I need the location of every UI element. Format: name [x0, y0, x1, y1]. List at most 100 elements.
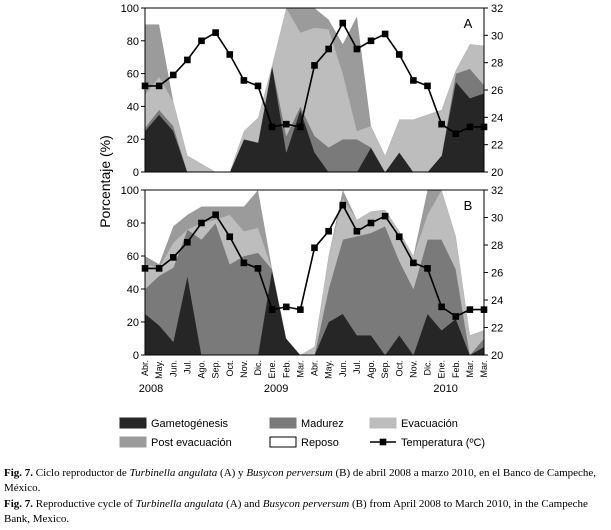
- legend-label: Post evacuación: [151, 437, 232, 449]
- legend-item: Evacuación: [369, 417, 458, 430]
- legend-swatch: [269, 436, 297, 448]
- area-post-evacuacion: [144, 7, 485, 173]
- year-label: 2010: [433, 383, 457, 395]
- x-tick-label: Ene.: [267, 360, 277, 379]
- x-tick-label: Dic.: [423, 360, 433, 376]
- x-tick-label: May.: [324, 360, 334, 379]
- temperature-point: [254, 82, 262, 90]
- area-reposo: [145, 8, 484, 172]
- temperature-point: [254, 265, 262, 272]
- y-tick-label: 0: [133, 350, 139, 362]
- y-tick-label: 40: [127, 101, 139, 113]
- temperature-point: [367, 219, 375, 227]
- year-label: 2009: [264, 383, 288, 395]
- y2-tick-label: 28: [491, 58, 503, 70]
- legend-label: Evacuación: [401, 418, 458, 430]
- x-tick-label: Ago.: [366, 360, 376, 379]
- caption-es-text-1: Ciclo reproductor de: [33, 467, 130, 479]
- x-tick-label: Jun.: [338, 360, 348, 377]
- x-tick-label: Sep.: [380, 360, 390, 379]
- temperature-point: [452, 130, 460, 138]
- temperature-point: [169, 71, 177, 79]
- temperature-point: [424, 265, 431, 272]
- area-reposo: [145, 190, 484, 355]
- temperature-point: [353, 227, 361, 235]
- panel-label: A: [464, 16, 473, 31]
- y-tick-label: 80: [127, 36, 139, 48]
- y-tick-label: 60: [127, 251, 139, 263]
- temperature-point: [466, 123, 474, 131]
- caption-en-text-2: (A) and: [223, 498, 263, 510]
- temperature-point: [410, 259, 417, 267]
- legend-marker: [379, 438, 387, 446]
- temperature-point: [339, 19, 347, 27]
- x-tick-label: Jul.: [352, 360, 362, 374]
- temperature-point: [410, 77, 417, 84]
- legend-item: Post evacuación: [119, 436, 232, 449]
- y-tick-label: 20: [127, 134, 139, 146]
- legend-item: Temperatura (ºC): [370, 437, 485, 449]
- caption-es-text-2: (A) y: [217, 467, 247, 479]
- temperature-point: [226, 233, 234, 241]
- x-tick-label: Jun.: [168, 360, 178, 377]
- year-label: 2008: [139, 383, 163, 395]
- temperature-point: [297, 306, 304, 313]
- temperature-point: [381, 212, 389, 220]
- x-tick-label: May.: [154, 360, 164, 379]
- x-tick-label: Abr.: [140, 360, 150, 376]
- temperature-point: [141, 82, 149, 90]
- temperature-point: [452, 313, 460, 320]
- temperature-point: [438, 120, 445, 128]
- y-tick-label: 20: [127, 317, 139, 329]
- temperature-point: [367, 37, 375, 45]
- x-tick-label: Feb.: [281, 360, 291, 378]
- legend-label: Gametogénesis: [151, 418, 229, 430]
- y2-tick-label: 26: [491, 85, 503, 97]
- temperature-point: [212, 29, 219, 36]
- temperature-point: [438, 303, 445, 311]
- y2-tick-label: 30: [491, 30, 503, 42]
- temperature-point: [395, 51, 403, 58]
- temperature-point: [325, 227, 332, 235]
- y2-tick-label: 20: [491, 350, 503, 362]
- caption-en-species-2: Busycon perversum: [262, 498, 350, 510]
- y2-tick-label: 28: [491, 240, 503, 252]
- x-tick-label: Mar.: [465, 360, 475, 378]
- x-tick-label: Nov.: [239, 360, 249, 378]
- caption-english: Fig. 7. Reproductive cycle of Turbinella…: [4, 497, 607, 526]
- temperature-point: [198, 219, 205, 227]
- temperature-point: [353, 45, 361, 53]
- legend-item: Gametogénesis: [119, 417, 229, 430]
- y-tick-label: 80: [127, 218, 139, 230]
- caption-en-text-1: Reproductive cycle of: [33, 498, 136, 510]
- caption-es-label: Fig. 7.: [4, 467, 34, 479]
- temperature-point: [311, 244, 318, 252]
- temperature-point: [381, 30, 389, 38]
- x-tick-label: Ene.: [437, 360, 447, 379]
- y-tick-label: 40: [127, 284, 139, 296]
- legend-label: Madurez: [301, 418, 344, 430]
- x-tick-label: Sep.: [211, 360, 221, 379]
- legend-label: Reposo: [301, 437, 339, 449]
- y2-tick-label: 26: [491, 268, 503, 280]
- y-axis-title: Porcentaje (%): [97, 135, 113, 228]
- legend-label: Temperatura (ºC): [401, 437, 485, 449]
- y2-tick-label: 22: [491, 140, 503, 152]
- y2-tick-label: 22: [491, 323, 503, 335]
- caption-es-text-3: (B) de abril 2008 a marzo 2010, en el Ba…: [4, 467, 597, 494]
- temperature-point: [311, 62, 318, 69]
- temperature-point: [240, 77, 248, 84]
- temperature-point: [466, 306, 474, 313]
- x-tick-label: Oct.: [394, 360, 404, 377]
- legend-swatch: [369, 417, 397, 429]
- temperature-point: [169, 254, 177, 261]
- temperature-point: [480, 306, 488, 313]
- temperature-point: [184, 238, 191, 246]
- legend-swatch: [269, 417, 297, 429]
- x-tick-label: Feb.: [451, 360, 461, 378]
- y-tick-label: 100: [121, 185, 139, 197]
- x-tick-label: Jul.: [182, 360, 192, 374]
- x-tick-label: Mar.: [479, 360, 489, 378]
- x-tick-label: Oct.: [225, 360, 235, 377]
- x-tick-label: Ago.: [197, 360, 207, 379]
